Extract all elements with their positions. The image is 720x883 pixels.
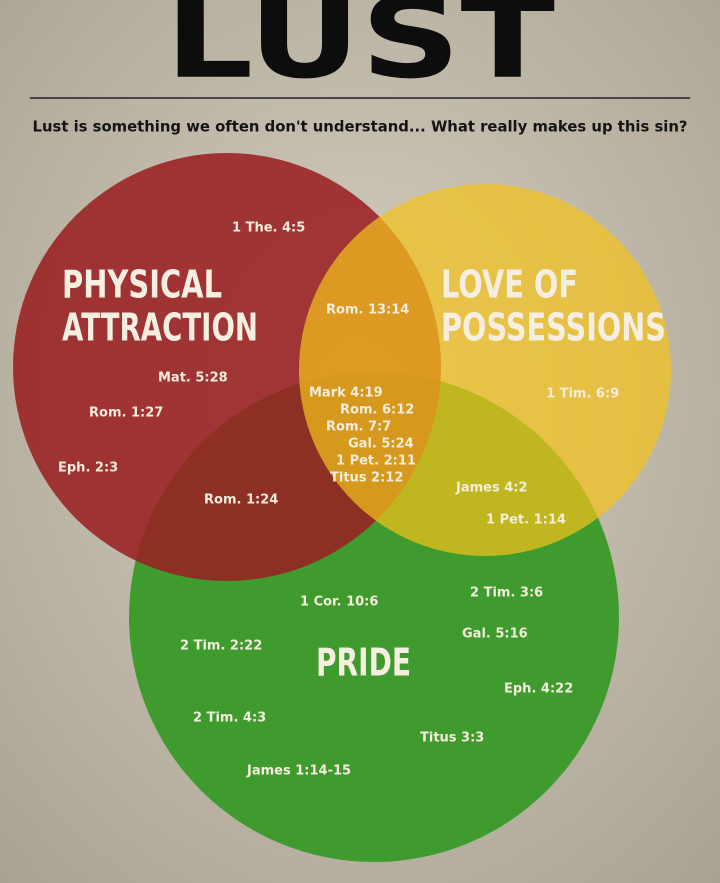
reference: 2 Tim. 3:6 — [470, 586, 543, 601]
reference: Titus 2:12 — [330, 471, 403, 486]
reference: Mark 4:19 — [309, 386, 383, 401]
possessions-circle — [299, 184, 671, 556]
reference: 1 Cor. 10:6 — [300, 595, 378, 610]
reference: Eph. 4:22 — [504, 682, 573, 697]
reference: Titus 3:3 — [420, 731, 484, 746]
reference: 1 Tim. 6:9 — [546, 387, 619, 402]
reference: Rom. 6:12 — [340, 403, 414, 418]
reference: Eph. 2:3 — [58, 461, 118, 476]
reference: Gal. 5:16 — [462, 627, 528, 642]
reference: James 1:14-15 — [246, 764, 351, 779]
set-label: ATTRACTION — [62, 306, 258, 350]
reference: 1 Pet. 2:11 — [336, 454, 416, 469]
reference: 1 Pet. 1:14 — [486, 513, 566, 528]
set-label: PHYSICAL — [62, 263, 222, 307]
reference: Mat. 5:28 — [158, 371, 228, 386]
reference: 2 Tim. 4:3 — [193, 711, 266, 726]
reference: Rom. 13:14 — [326, 303, 409, 318]
reference: Rom. 1:24 — [204, 493, 278, 508]
reference: James 4:2 — [455, 481, 528, 496]
set-label: PRIDE — [316, 641, 411, 685]
reference: Rom. 7:7 — [326, 420, 391, 435]
set-label: LOVE OF — [441, 263, 578, 307]
reference: Gal. 5:24 — [348, 437, 414, 452]
subtitle: Lust is something we often don't underst… — [33, 118, 688, 136]
set-label: POSSESSIONS — [441, 306, 666, 350]
title: LUST — [165, 0, 555, 104]
reference: 1 The. 4:5 — [232, 221, 305, 236]
reference: 2 Tim. 2:22 — [180, 639, 262, 654]
reference: Rom. 1:27 — [89, 406, 163, 421]
